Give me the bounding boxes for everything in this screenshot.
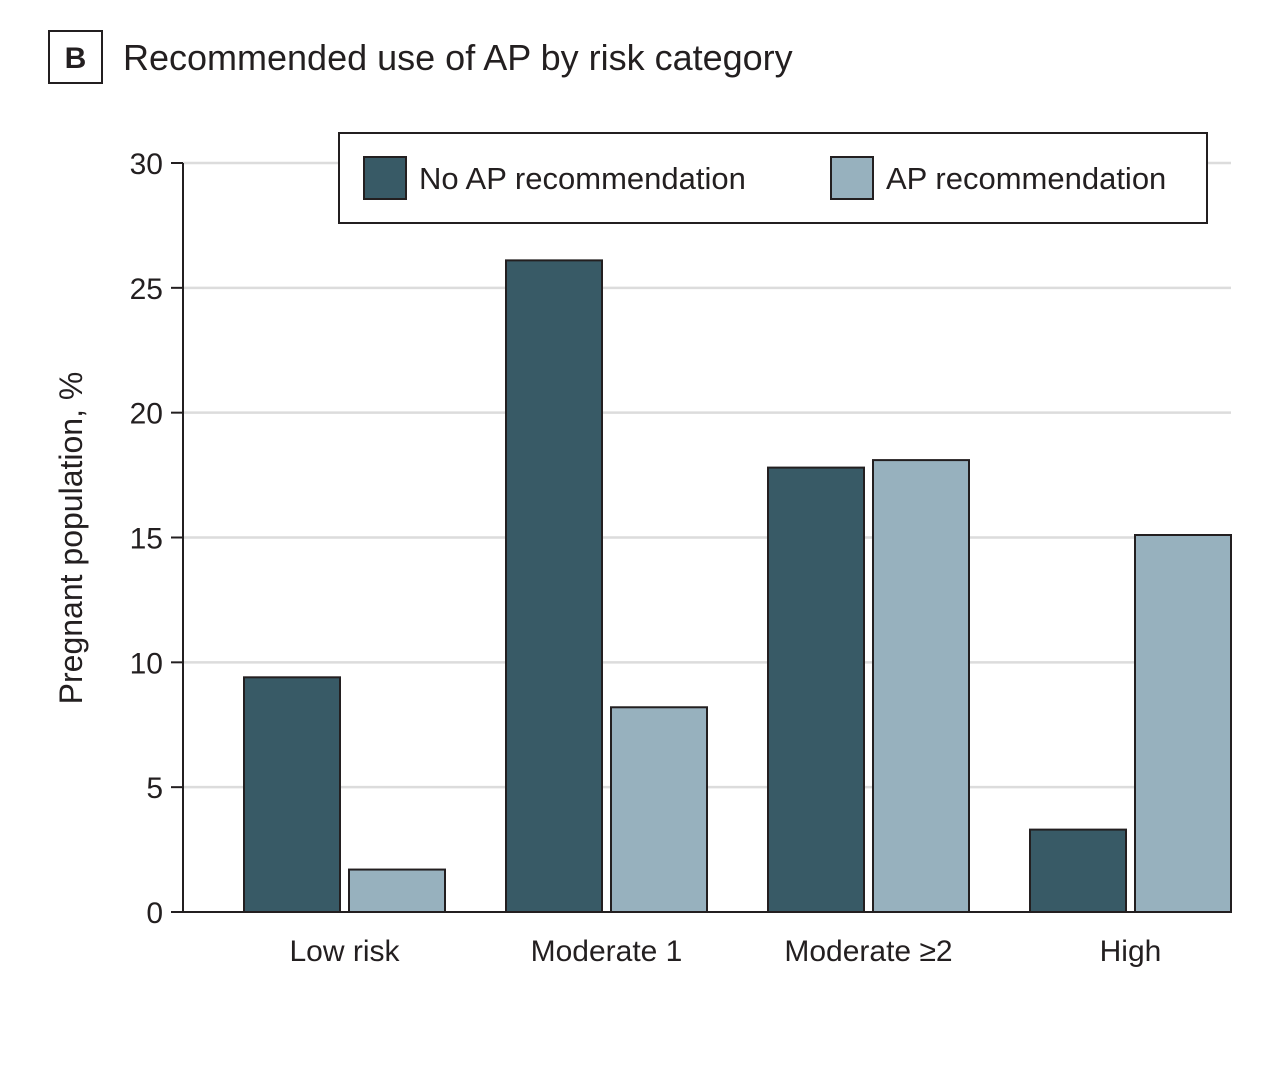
y-tick-label: 30 (130, 148, 163, 181)
x-category-label: Moderate 1 (531, 935, 683, 968)
bar-no-ap-1 (505, 259, 603, 913)
legend-swatch-no-ap (363, 156, 407, 200)
x-category-label: Moderate ≥2 (784, 935, 952, 968)
x-category-label: High (1100, 935, 1162, 968)
legend-label-no-ap: No AP recommendation (419, 161, 746, 196)
legend-swatch-ap (830, 156, 874, 200)
x-axis-categories: Low risk Moderate 1 Moderate ≥2 High (289, 935, 1161, 968)
y-tick-label: 15 (130, 523, 163, 556)
legend-label-ap: AP recommendation (886, 161, 1166, 196)
legend: No AP recommendation AP recommendation (338, 132, 1208, 224)
panel-letter-box (48, 30, 103, 84)
y-tick-label: 0 (146, 897, 163, 930)
chart-title: Recommended use of AP by risk category (123, 37, 793, 78)
bar-ap-2 (872, 459, 970, 913)
bar-no-ap-0 (243, 676, 341, 914)
bar-no-ap-3 (1029, 828, 1127, 913)
y-tick-label: 20 (130, 398, 163, 431)
panel-letter: B (65, 42, 87, 75)
y-tick-label: 10 (130, 647, 163, 680)
y-axis-title: Pregnant population, % (53, 372, 89, 705)
legend-box (338, 132, 1208, 224)
bar-ap-1 (610, 706, 708, 913)
bar-ap-0 (348, 868, 446, 913)
y-tick-label: 5 (146, 772, 163, 805)
y-tick-label: 25 (130, 273, 163, 306)
bars (243, 259, 1232, 914)
bar-no-ap-2 (767, 466, 865, 913)
x-category-label: Low risk (289, 935, 400, 968)
bar-ap-3 (1134, 534, 1232, 914)
y-axis-ticks: 0 5 10 15 20 25 30 (130, 148, 183, 930)
